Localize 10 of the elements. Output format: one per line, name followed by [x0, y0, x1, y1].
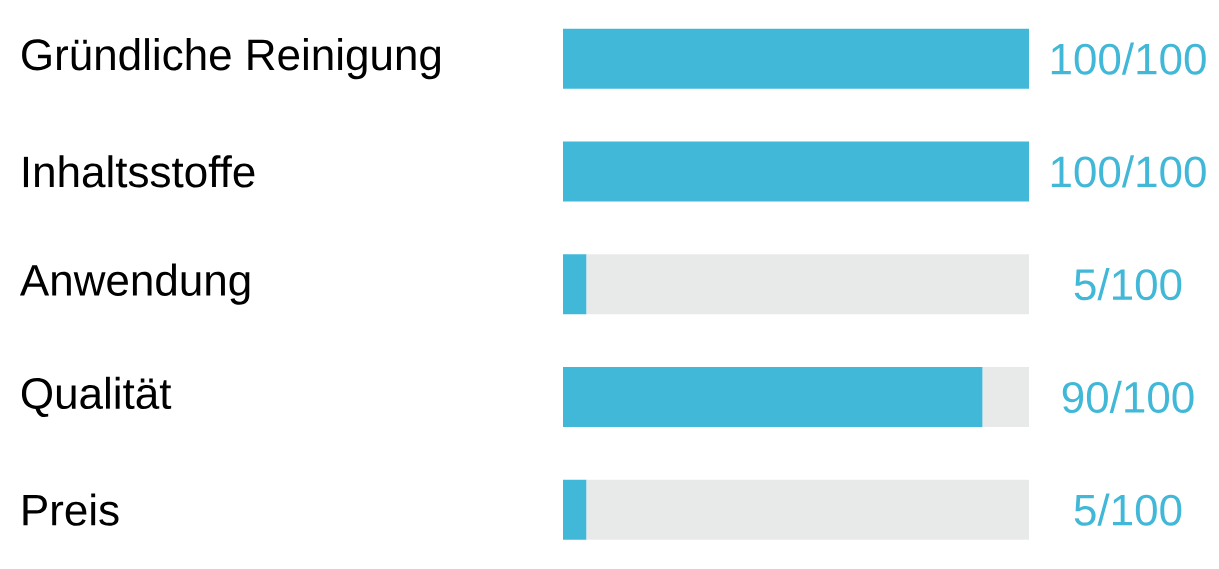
y-tick-label: Preis: [23, 493, 119, 526]
data-label: 5/100: [1074, 493, 1182, 526]
data-label: 100/100: [1051, 155, 1206, 188]
data-label: 5/100: [1074, 267, 1182, 301]
y-tick-label: Gründliche Reinigung: [22, 38, 441, 80]
y-tick-label: Inhaltsstoffe: [23, 155, 255, 188]
y-tick-label: Anwendung: [19, 263, 250, 305]
data-label: 100/100: [1051, 42, 1206, 75]
y-tick-label: Qualität: [21, 376, 172, 417]
data-label: 90/100: [1062, 380, 1194, 414]
